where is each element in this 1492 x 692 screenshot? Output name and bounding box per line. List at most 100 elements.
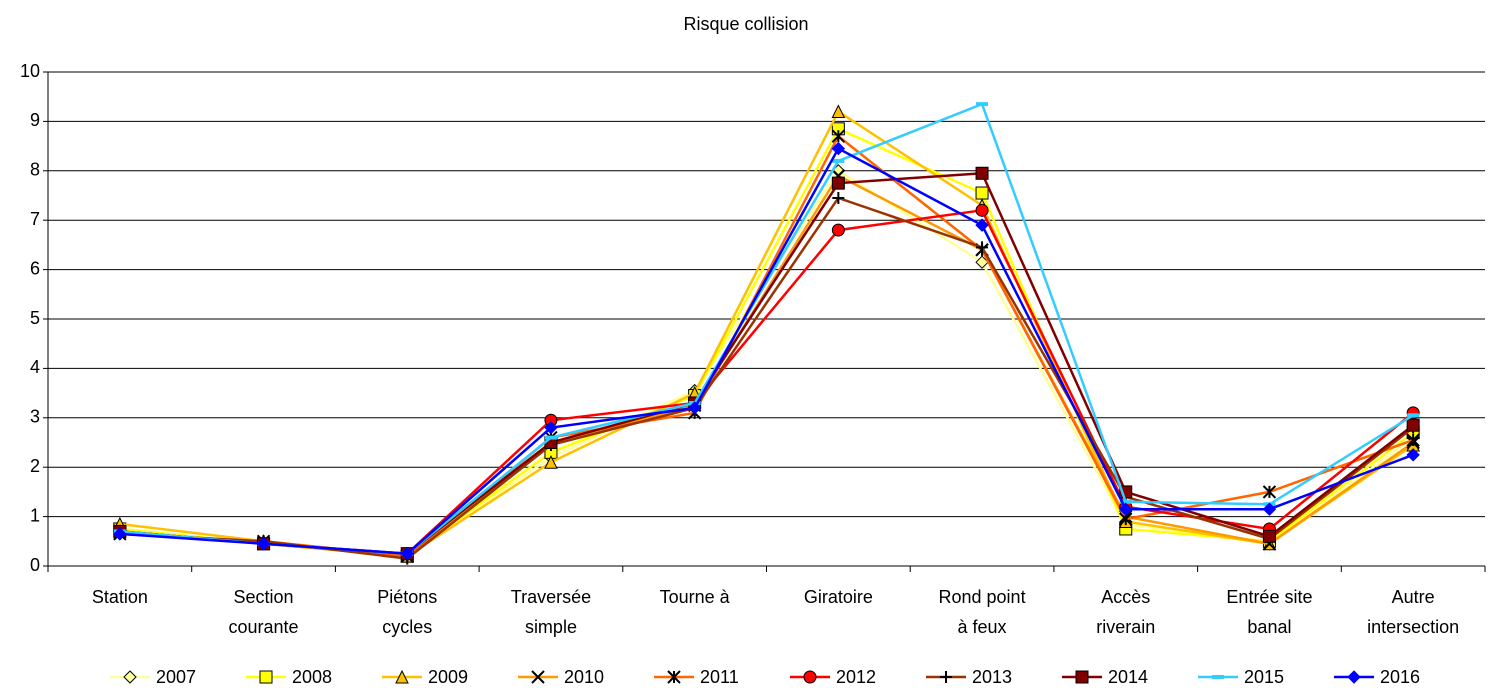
marker xyxy=(113,527,127,541)
series xyxy=(113,104,1420,563)
marker xyxy=(1406,433,1420,447)
marker xyxy=(976,102,989,107)
legend-label: 2014 xyxy=(1108,667,1148,687)
x-tick-line: Rond point xyxy=(939,587,1026,607)
x-tick-label: Giratoire xyxy=(804,587,873,607)
y-tick-label: 8 xyxy=(30,160,40,180)
x-tick-line: Giratoire xyxy=(804,587,873,607)
marker xyxy=(975,166,989,180)
x-tick-label: Autre intersection xyxy=(1367,587,1459,637)
marker xyxy=(1212,675,1224,679)
series xyxy=(113,129,1420,563)
marker xyxy=(831,129,846,143)
marker xyxy=(1075,670,1089,684)
x-tick-line: riverain xyxy=(1096,617,1155,637)
marker xyxy=(544,455,558,469)
marker xyxy=(1262,502,1277,516)
marker xyxy=(1406,448,1420,462)
x-tick-label: Traversée simple xyxy=(511,587,591,637)
legend-label: 2016 xyxy=(1380,667,1420,687)
series xyxy=(113,203,1420,561)
series-line xyxy=(119,169,1414,558)
x-tick-line: Accès xyxy=(1101,587,1150,607)
y-tick-label: 6 xyxy=(30,258,40,278)
x-tick-label: Section courante xyxy=(229,587,299,637)
x-tick-line: Station xyxy=(92,587,148,607)
marker xyxy=(803,670,817,684)
legend-label: 2009 xyxy=(428,667,468,687)
x-tick-line: Autre xyxy=(1392,587,1435,607)
marker xyxy=(544,420,558,435)
x-tick-line: courante xyxy=(229,617,299,637)
marker xyxy=(975,186,989,200)
marker xyxy=(940,671,952,683)
marker xyxy=(1262,485,1277,499)
chart-title: Risque collision xyxy=(683,14,808,34)
x-tick-line: à feux xyxy=(958,617,1007,637)
marker xyxy=(1119,499,1132,504)
series-line xyxy=(119,146,1414,555)
marker xyxy=(976,241,989,254)
series-line xyxy=(119,127,1414,558)
legend-label: 2015 xyxy=(1244,667,1284,687)
x-tick-line: Entrée site xyxy=(1226,587,1312,607)
x-tick-label: Entrée site banal xyxy=(1226,587,1312,637)
x-tick-label: Accès riverain xyxy=(1096,587,1155,637)
marker xyxy=(1407,413,1420,418)
marker xyxy=(831,104,846,119)
x-tick-line: banal xyxy=(1247,617,1291,637)
x-tick-line: Section xyxy=(234,587,294,607)
y-tick-label: 3 xyxy=(30,407,40,427)
marker xyxy=(259,670,273,684)
marker xyxy=(1406,418,1420,432)
x-tick-label: Piétons cycles xyxy=(377,587,437,637)
y-tick-label: 7 xyxy=(30,209,40,229)
series xyxy=(113,102,1420,556)
marker xyxy=(1347,670,1361,684)
marker xyxy=(256,537,271,551)
series xyxy=(113,122,1420,563)
x-tick-label: Tourne à xyxy=(660,587,731,607)
x-tick-line: Tourne à xyxy=(660,587,731,607)
series-line xyxy=(119,102,1414,555)
series-line xyxy=(119,174,1414,558)
legend-label: 2013 xyxy=(972,667,1012,687)
series-line xyxy=(119,109,1414,558)
y-tick-label: 0 xyxy=(30,555,40,575)
marker xyxy=(975,255,989,269)
y-tick-label: 5 xyxy=(30,308,40,328)
marker xyxy=(395,669,409,684)
y-tick-label: 4 xyxy=(30,357,40,377)
x-tick-line: Traversée xyxy=(511,587,591,607)
series-line xyxy=(119,134,1414,558)
legend-label: 2007 xyxy=(156,667,196,687)
marker xyxy=(687,401,702,415)
marker xyxy=(975,218,989,232)
marker xyxy=(832,191,845,204)
marker xyxy=(667,670,681,684)
x-tick-line: simple xyxy=(525,617,577,637)
marker xyxy=(831,141,846,156)
marker xyxy=(831,223,845,237)
legend-label: 2011 xyxy=(700,667,739,687)
marker xyxy=(1262,529,1276,543)
marker xyxy=(123,670,137,684)
marker xyxy=(531,670,545,684)
marker xyxy=(975,203,989,217)
y-tick-label: 2 xyxy=(30,456,40,476)
marker xyxy=(831,176,845,190)
marker xyxy=(544,435,557,440)
x-tick-label: Station xyxy=(92,587,148,607)
y-tick-label: 10 xyxy=(20,61,40,81)
legend-label: 2010 xyxy=(564,667,604,687)
marker xyxy=(1119,502,1133,516)
series-line xyxy=(119,171,1414,555)
marker xyxy=(832,158,845,163)
x-tick-line: intersection xyxy=(1367,617,1459,637)
marker xyxy=(400,546,414,561)
series xyxy=(113,141,1420,561)
legend-label: 2008 xyxy=(292,667,332,687)
x-tick-line: Piétons xyxy=(377,587,437,607)
y-tick-label: 9 xyxy=(30,110,40,130)
